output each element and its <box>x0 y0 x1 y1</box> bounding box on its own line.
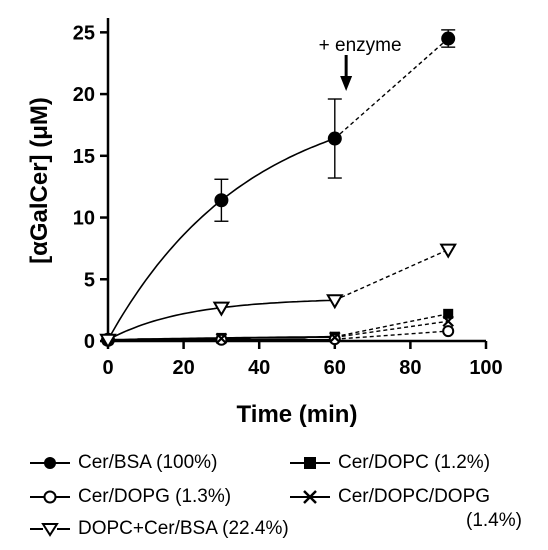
x-tick-label: 20 <box>172 357 194 379</box>
y-tick-label: 20 <box>73 84 95 106</box>
data-point <box>327 131 342 146</box>
cross-marker-icon <box>290 490 330 504</box>
y-axis-title: [αGalCer] (μM) <box>26 97 53 264</box>
y-tick-label: 25 <box>73 22 95 44</box>
legend-label-suffix: (1.4%) <box>466 510 522 531</box>
open-circle-marker-icon <box>30 490 70 504</box>
enzyme-annotation: + enzyme <box>319 35 402 56</box>
x-tick-label: 80 <box>399 357 421 379</box>
legend-item-dopc-cer-bsa: DOPC+Cer/BSA (22.4%) <box>28 518 289 540</box>
chart: 0 20 40 60 80 100 0 5 10 15 20 25 Time (min) [αGalC… <box>26 18 503 428</box>
data-point <box>442 325 455 338</box>
legend-item-cer-dopc: Cer/DOPC (1.2%) <box>288 452 490 474</box>
data-point <box>99 333 117 349</box>
legend-label: Cer/DOPG (1.3%) <box>78 486 232 507</box>
curves <box>107 37 449 341</box>
legend: Cer/BSA (100%) Cer/DOPC (1.2%) Cer/DOPG … <box>0 444 548 550</box>
dashed-extension <box>334 248 449 301</box>
y-tick-label: 10 <box>73 208 95 230</box>
legend-label: Cer/DOPC (1.2%) <box>338 452 491 473</box>
data-point <box>214 193 229 208</box>
legend-item-cer-dopc-dopg: Cer/DOPC/DOPG <box>288 486 490 508</box>
legend-label: Cer/DOPC/DOPG <box>338 486 491 507</box>
data-point <box>212 301 231 317</box>
filled-square-marker-icon <box>290 457 330 469</box>
data-point <box>326 294 344 310</box>
dashed-extension <box>334 330 449 340</box>
data-point <box>439 243 457 259</box>
legend-label: Cer/BSA (100%) <box>78 452 218 473</box>
dashed-extension <box>334 320 449 338</box>
data-point <box>442 315 454 328</box>
axes: 0 20 40 60 80 100 0 5 10 15 20 25 <box>73 18 503 379</box>
enzyme-arrow <box>340 55 353 91</box>
data-point <box>329 331 341 344</box>
x-tick-label: 0 <box>102 357 113 379</box>
x-axis-title: Time (min) <box>237 401 358 428</box>
markers <box>99 29 457 349</box>
arrow-head <box>340 76 353 91</box>
legend-label: DOPC+Cer/BSA (22.4%) <box>78 518 289 539</box>
y-tick-label: 15 <box>73 146 95 168</box>
data-point <box>328 333 341 346</box>
data-point <box>215 332 228 345</box>
legend-item-cer-bsa: Cer/BSA (100%) <box>28 452 217 474</box>
filled-circle-marker-icon <box>30 457 70 469</box>
legend-item-cer-dopg: Cer/DOPG (1.3%) <box>28 486 231 508</box>
x-tick-label: 40 <box>248 357 270 379</box>
y-tick-label: 0 <box>84 331 95 353</box>
y-tick-label: 5 <box>84 269 95 291</box>
dashed-extension <box>334 313 449 338</box>
data-point <box>443 308 454 319</box>
x-tick-label: 60 <box>324 357 346 379</box>
open-triangle-marker-icon <box>30 523 70 537</box>
data-point <box>441 31 456 46</box>
x-tick-label: 100 <box>469 357 502 379</box>
